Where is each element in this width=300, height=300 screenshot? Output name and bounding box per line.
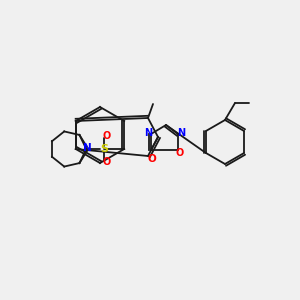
Text: O: O [102,131,110,141]
Text: N: N [83,143,92,153]
Text: O: O [176,148,184,158]
Text: S: S [100,144,108,154]
Text: N: N [177,128,185,138]
Text: N: N [144,128,152,138]
Text: O: O [148,154,156,164]
Text: O: O [102,157,110,167]
